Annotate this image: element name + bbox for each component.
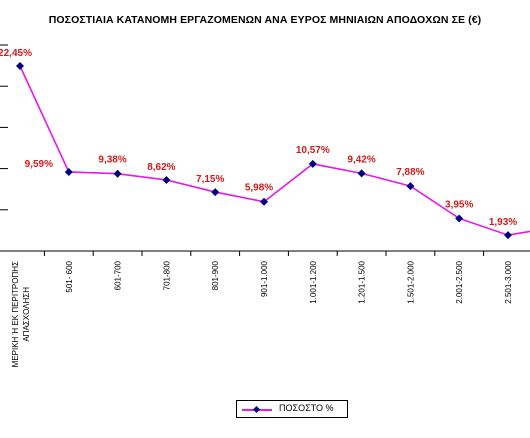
data-label: 8,62% (147, 162, 175, 173)
data-point-marker (162, 175, 171, 184)
data-point-marker (16, 62, 24, 71)
x-tick-label: 901-1.000 (260, 260, 269, 297)
data-label: 3,95% (445, 199, 473, 210)
data-point-marker (113, 169, 122, 178)
data-point-marker (406, 182, 415, 191)
data-label: 7,15% (196, 174, 224, 185)
x-tick-label: ΜΕΡΙΚΗ Ή ΕΚ ΠΕΡΙΤΡΟΠΗΣ ΑΠΑΣΧΟΛΗΣΗ (11, 261, 31, 367)
legend-label: ΠΟΣΟΣΤΟ % (279, 403, 334, 413)
x-tick-label: 501- 600 (65, 260, 74, 292)
data-point-marker (64, 167, 73, 176)
data-label: 9,38% (98, 155, 126, 166)
x-tick-label: 801-900 (211, 260, 220, 290)
data-label: 10,57% (296, 145, 330, 156)
data-label: 1,93% (489, 217, 517, 228)
x-tick-label: 701-800 (162, 260, 171, 290)
chart-legend: ΠΟΣΟΣΤΟ % (236, 400, 348, 418)
data-label: 22,45% (0, 48, 32, 59)
chart-title: ΠΟΣΟΣΤΙΑΙΑ ΚΑΤΑΝΟΜΗ ΕΡΓΑΖΟΜΕΝΩΝ ΑΝΑ ΕΥΡΟ… (48, 14, 482, 26)
x-tick-label: 601-700 (114, 260, 123, 290)
series-line (19, 65, 530, 236)
x-tick-label: 2.501-3.000 (504, 260, 513, 303)
data-label: 5,98% (245, 183, 273, 194)
data-point-marker (211, 188, 220, 197)
data-point-marker (308, 159, 317, 168)
x-tick-label: 1.201-1.500 (358, 260, 367, 303)
data-label: 9,42% (347, 154, 375, 165)
data-point-marker (504, 231, 512, 240)
data-point-marker (260, 197, 268, 206)
data-point-marker (357, 169, 366, 178)
data-label: 7,88% (396, 167, 424, 178)
legend-diamond-marker (252, 405, 261, 414)
x-tick-label: 2.001-2.500 (455, 260, 464, 303)
x-tick-label: 1.001-1.200 (309, 260, 318, 303)
data-point-marker (455, 214, 464, 223)
data-label: 9,59% (25, 159, 53, 170)
x-tick-label: 1.501-2.000 (406, 260, 415, 303)
